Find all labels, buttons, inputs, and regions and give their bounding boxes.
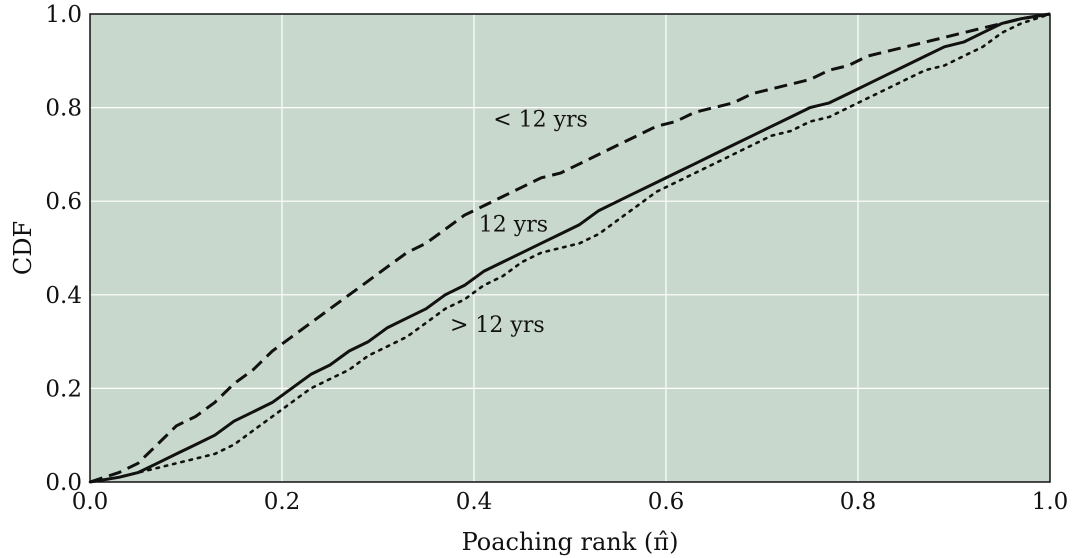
x-tick-label: 0.4 [456,489,493,515]
series-line-dashed [89,12,1051,484]
series-annotation: < 12 yrs [493,107,588,132]
series-line-dotted [88,12,1052,484]
x-tick-labels: 0.0 0.2 0.4 0.6 0.8 1.0 [72,489,1069,515]
y-tick-label: 0.8 [45,96,82,122]
x-tick-label: 1.0 [1032,489,1069,515]
y-tick-label: 0.4 [45,283,82,309]
plot-background [90,14,1050,482]
y-tick-label: 0.0 [45,470,82,496]
plot-frame [89,13,1051,483]
annotations: < 12 yrs 12 yrs > 12 yrs [450,107,588,338]
x-axis-label: Poaching rank (π̂) [462,528,679,556]
series-annotation: 12 yrs [479,213,548,238]
y-axis-label: CDF [9,221,37,275]
x-tick-label: 0.0 [72,489,109,515]
y-tick-label: 1.0 [45,2,82,28]
x-tick-label: 0.6 [648,489,685,515]
y-tick-label: 0.6 [45,189,82,215]
y-tick-label: 0.2 [45,376,82,402]
grid-lines [90,14,1050,482]
series-line-solid [89,12,1051,484]
x-tick-label: 0.8 [840,489,877,515]
series-lines [88,12,1052,484]
y-tick-labels: 0.0 0.2 0.4 0.6 0.8 1.0 [45,2,82,496]
series-annotation: > 12 yrs [450,313,545,338]
x-tick-label: 0.2 [264,489,301,515]
